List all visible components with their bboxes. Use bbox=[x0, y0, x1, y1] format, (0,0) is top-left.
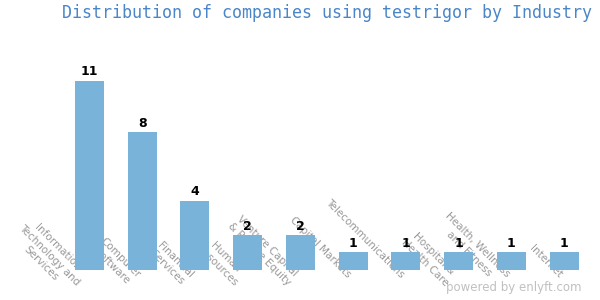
Text: 8: 8 bbox=[138, 117, 146, 130]
Bar bbox=[181, 201, 209, 270]
Bar bbox=[75, 81, 104, 270]
Bar bbox=[286, 235, 315, 270]
Text: 2: 2 bbox=[243, 220, 252, 233]
Bar bbox=[391, 252, 421, 270]
Text: 1: 1 bbox=[507, 237, 516, 250]
Text: 1: 1 bbox=[349, 237, 358, 250]
Text: 1: 1 bbox=[401, 237, 410, 250]
Text: 1: 1 bbox=[454, 237, 463, 250]
Text: 11: 11 bbox=[80, 65, 98, 78]
Text: powered by enlyft.com: powered by enlyft.com bbox=[446, 281, 582, 294]
Text: 4: 4 bbox=[191, 185, 199, 198]
Bar bbox=[338, 252, 368, 270]
Text: 1: 1 bbox=[560, 237, 569, 250]
Bar bbox=[233, 235, 262, 270]
Title: Distribution of companies using testrigor by Industry: Distribution of companies using testrigo… bbox=[62, 4, 592, 22]
Bar bbox=[497, 252, 526, 270]
Bar bbox=[550, 252, 578, 270]
Bar bbox=[444, 252, 473, 270]
Bar bbox=[128, 132, 157, 270]
Text: 2: 2 bbox=[296, 220, 305, 233]
